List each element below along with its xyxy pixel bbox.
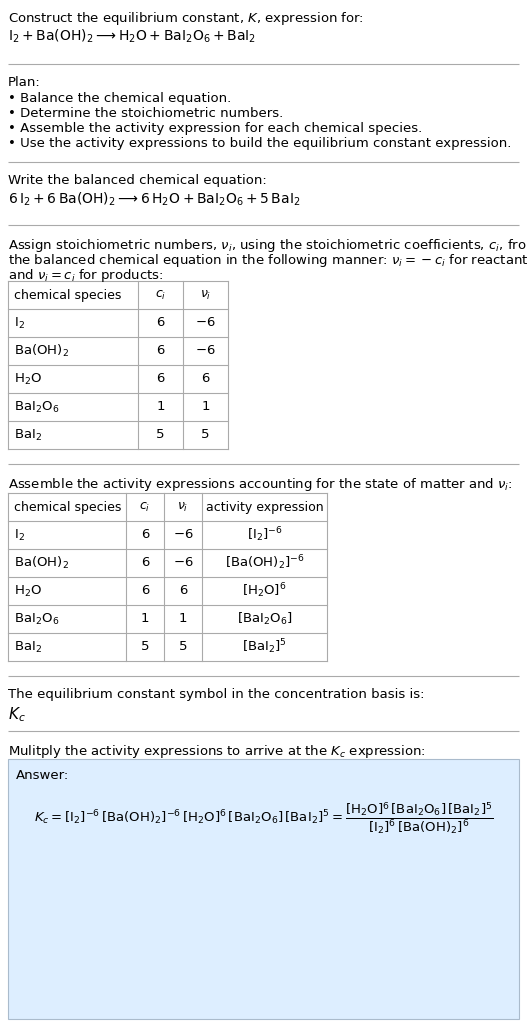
Text: Answer:: Answer:	[16, 769, 69, 782]
Text: Assemble the activity expressions accounting for the state of matter and $\nu_i$: Assemble the activity expressions accoun…	[8, 476, 513, 493]
Text: $[\mathrm{I_2}]^{-6}$: $[\mathrm{I_2}]^{-6}$	[247, 526, 282, 544]
Text: $\nu_i$: $\nu_i$	[200, 289, 211, 302]
Text: 1: 1	[201, 401, 210, 414]
Text: the balanced chemical equation in the following manner: $\nu_i = -c_i$ for react: the balanced chemical equation in the fo…	[8, 252, 527, 269]
Text: 6: 6	[141, 529, 149, 541]
Text: $-6$: $-6$	[173, 529, 193, 541]
Text: $\mathrm{BaI_2}$: $\mathrm{BaI_2}$	[14, 427, 42, 443]
Text: $6\,\mathrm{I_2} + 6\,\mathrm{Ba(OH)_2} \longrightarrow 6\,\mathrm{H_2O} + \math: $6\,\mathrm{I_2} + 6\,\mathrm{Ba(OH)_2} …	[8, 191, 300, 208]
Text: 5: 5	[201, 428, 210, 442]
Text: • Assemble the activity expression for each chemical species.: • Assemble the activity expression for e…	[8, 122, 422, 135]
Text: $c_i$: $c_i$	[139, 500, 151, 514]
Text: $[\mathrm{H_2O}]^{6}$: $[\mathrm{H_2O}]^{6}$	[242, 581, 287, 601]
Text: $c_i$: $c_i$	[155, 289, 166, 302]
Text: $K_c = [\mathrm{I_2}]^{-6}\,[\mathrm{Ba(OH)_2}]^{-6}\,[\mathrm{H_2O}]^{6}\,[\mat: $K_c = [\mathrm{I_2}]^{-6}\,[\mathrm{Ba(…	[34, 801, 493, 837]
Text: 6: 6	[179, 584, 187, 598]
Text: $-6$: $-6$	[195, 344, 216, 357]
Text: $\mathrm{Ba(OH)_2}$: $\mathrm{Ba(OH)_2}$	[14, 555, 69, 571]
Text: 1: 1	[156, 401, 165, 414]
Text: Plan:: Plan:	[8, 76, 41, 89]
Text: $\mathrm{H_2O}$: $\mathrm{H_2O}$	[14, 583, 42, 599]
Text: 5: 5	[179, 641, 187, 653]
Text: 6: 6	[157, 316, 164, 330]
Text: $\mathrm{BaI_2}$: $\mathrm{BaI_2}$	[14, 640, 42, 654]
Text: $-6$: $-6$	[173, 557, 193, 570]
Text: 6: 6	[157, 373, 164, 385]
Text: 5: 5	[156, 428, 165, 442]
Text: 6: 6	[157, 344, 164, 357]
Text: $\mathrm{BaI_2O_6}$: $\mathrm{BaI_2O_6}$	[14, 611, 60, 626]
Text: $[\mathrm{BaI_2}]^{5}$: $[\mathrm{BaI_2}]^{5}$	[242, 638, 287, 656]
Text: 5: 5	[141, 641, 149, 653]
Text: $\mathrm{Ba(OH)_2}$: $\mathrm{Ba(OH)_2}$	[14, 343, 69, 359]
Text: chemical species: chemical species	[14, 500, 121, 514]
Text: • Determine the stoichiometric numbers.: • Determine the stoichiometric numbers.	[8, 107, 283, 120]
FancyBboxPatch shape	[8, 759, 519, 1019]
Text: 1: 1	[179, 612, 187, 625]
Text: $\mathrm{I_2 + Ba(OH)_2 \longrightarrow H_2O + BaI_2O_6 + BaI_2}$: $\mathrm{I_2 + Ba(OH)_2 \longrightarrow …	[8, 28, 256, 45]
Text: 6: 6	[141, 584, 149, 598]
Text: 1: 1	[141, 612, 149, 625]
Text: $[\mathrm{BaI_2O_6}]$: $[\mathrm{BaI_2O_6}]$	[237, 611, 292, 627]
Text: $K_c$: $K_c$	[8, 705, 26, 724]
Text: $-6$: $-6$	[195, 316, 216, 330]
Text: Assign stoichiometric numbers, $\nu_i$, using the stoichiometric coefficients, $: Assign stoichiometric numbers, $\nu_i$, …	[8, 237, 527, 254]
Text: • Balance the chemical equation.: • Balance the chemical equation.	[8, 92, 231, 105]
Text: • Use the activity expressions to build the equilibrium constant expression.: • Use the activity expressions to build …	[8, 137, 511, 150]
Text: $\mathrm{H_2O}$: $\mathrm{H_2O}$	[14, 372, 42, 386]
Text: and $\nu_i = c_i$ for products:: and $\nu_i = c_i$ for products:	[8, 267, 163, 284]
Text: Construct the equilibrium constant, $K$, expression for:: Construct the equilibrium constant, $K$,…	[8, 10, 364, 27]
Text: $\mathrm{I_2}$: $\mathrm{I_2}$	[14, 528, 25, 542]
Text: Write the balanced chemical equation:: Write the balanced chemical equation:	[8, 174, 267, 187]
Text: Mulitply the activity expressions to arrive at the $K_c$ expression:: Mulitply the activity expressions to arr…	[8, 743, 426, 760]
Text: $\mathrm{BaI_2O_6}$: $\mathrm{BaI_2O_6}$	[14, 400, 60, 415]
Text: 6: 6	[141, 557, 149, 570]
Text: chemical species: chemical species	[14, 289, 121, 302]
Text: $[\mathrm{Ba(OH)_2}]^{-6}$: $[\mathrm{Ba(OH)_2}]^{-6}$	[225, 554, 305, 572]
Text: activity expression: activity expression	[206, 500, 323, 514]
Text: $\mathrm{I_2}$: $\mathrm{I_2}$	[14, 315, 25, 331]
Text: 6: 6	[201, 373, 210, 385]
Text: The equilibrium constant symbol in the concentration basis is:: The equilibrium constant symbol in the c…	[8, 688, 425, 701]
Text: $\nu_i$: $\nu_i$	[177, 500, 189, 514]
